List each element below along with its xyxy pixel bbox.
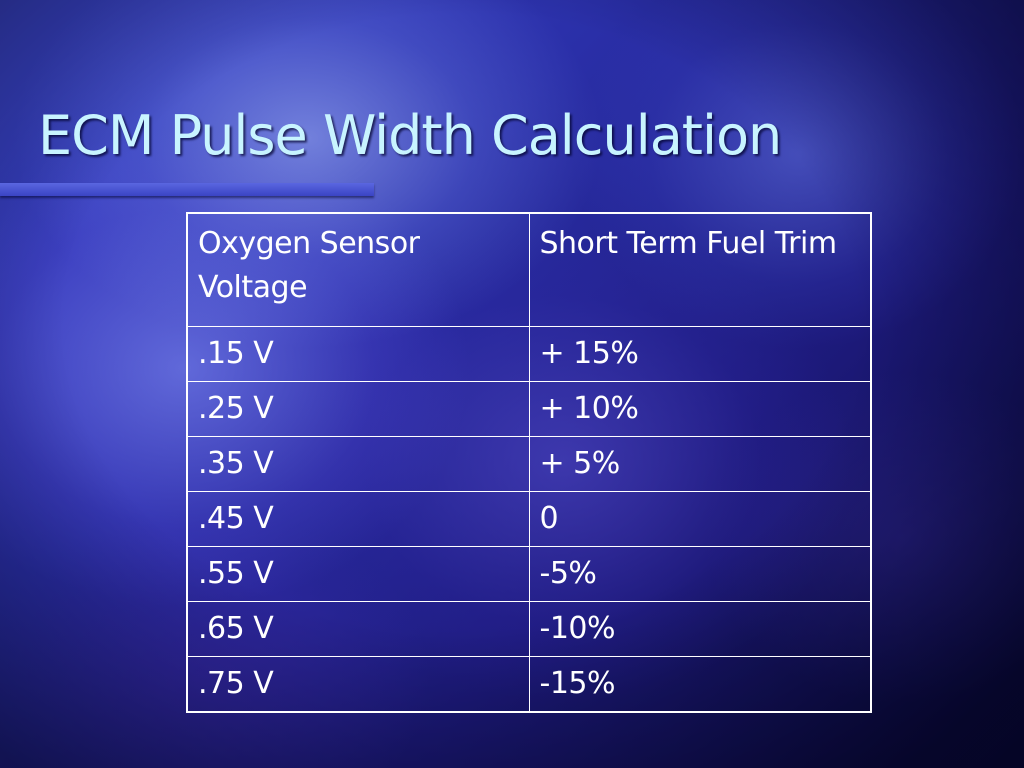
voltage-cell: .45 V	[186, 491, 530, 547]
header-cell-oxygen-sensor-voltage: Oxygen Sensor Voltage	[186, 212, 530, 327]
table-row: .25 V + 10%	[186, 381, 872, 437]
voltage-cell: .75 V	[186, 656, 530, 713]
table-row: .35 V + 5%	[186, 436, 872, 492]
slide-title: ECM Pulse Width Calculation	[38, 104, 782, 167]
voltage-cell: .25 V	[186, 381, 530, 437]
voltage-cell: .55 V	[186, 546, 530, 602]
table-row: .75 V -15%	[186, 656, 872, 713]
fuel-trim-cell: -15%	[528, 656, 872, 713]
fuel-trim-cell: -5%	[528, 546, 872, 602]
header-cell-short-term-fuel-trim: Short Term Fuel Trim	[528, 212, 872, 327]
fuel-trim-cell: + 10%	[528, 381, 872, 437]
fuel-trim-cell: -10%	[528, 601, 872, 657]
fuel-trim-table: Oxygen Sensor Voltage Short Term Fuel Tr…	[186, 212, 872, 713]
fuel-trim-cell: 0	[528, 491, 872, 547]
voltage-cell: .65 V	[186, 601, 530, 657]
table-header-row: Oxygen Sensor Voltage Short Term Fuel Tr…	[186, 212, 872, 327]
fuel-trim-cell: + 15%	[528, 326, 872, 382]
table-row: .55 V -5%	[186, 546, 872, 602]
title-underline-bar	[0, 183, 374, 196]
table-row: .45 V 0	[186, 491, 872, 547]
fuel-trim-cell: + 5%	[528, 436, 872, 492]
voltage-cell: .15 V	[186, 326, 530, 382]
table-row: .15 V + 15%	[186, 326, 872, 382]
table-row: .65 V -10%	[186, 601, 872, 657]
voltage-cell: .35 V	[186, 436, 530, 492]
